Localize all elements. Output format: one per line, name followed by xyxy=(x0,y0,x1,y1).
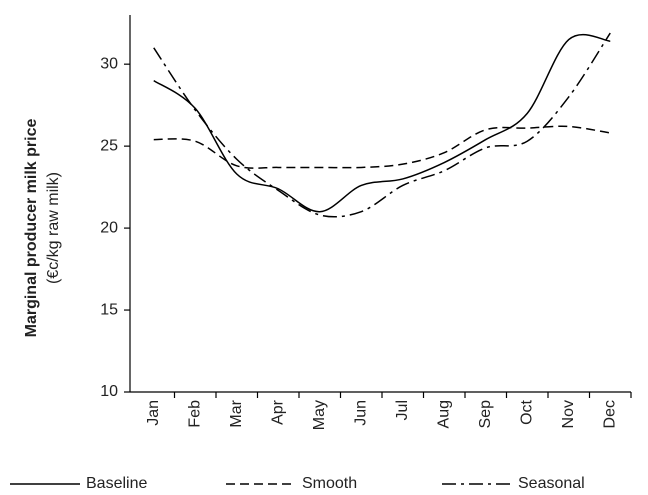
y-tick-label: 15 xyxy=(100,301,118,318)
y-tick-label: 25 xyxy=(100,137,118,154)
series-line xyxy=(153,125,611,169)
series-line xyxy=(153,32,611,218)
series-line xyxy=(153,33,611,213)
x-tick-label: Apr xyxy=(269,399,286,425)
x-tick-label: May xyxy=(311,400,328,430)
legend-label: Smooth xyxy=(302,475,357,492)
x-tick-label: Nov xyxy=(560,400,577,428)
x-tick-label: Feb xyxy=(186,400,203,428)
y-axis-title: Marginal producer milk price (€c/kg raw … xyxy=(23,119,62,338)
x-tick-label: Jul xyxy=(394,400,411,420)
x-tick-label: Sep xyxy=(477,400,494,429)
y-tick-label: 20 xyxy=(100,219,118,236)
y-tick-label: 30 xyxy=(100,55,118,72)
x-tick-label: Mar xyxy=(228,399,245,427)
x-tick-label: Dec xyxy=(601,400,618,428)
x-tick-label: Aug xyxy=(435,400,452,428)
y-tick-label: 10 xyxy=(100,383,118,400)
legend-label: Baseline xyxy=(86,475,147,492)
y-label: Marginal producer milk price xyxy=(23,119,40,338)
x-tick-label: Jun xyxy=(352,400,369,426)
legend-label: Seasonal xyxy=(518,475,585,492)
x-tick-label: Jan xyxy=(145,400,162,426)
y-label-unit: (€c/kg raw milk) xyxy=(45,172,62,284)
x-tick-label: Oct xyxy=(518,399,535,424)
